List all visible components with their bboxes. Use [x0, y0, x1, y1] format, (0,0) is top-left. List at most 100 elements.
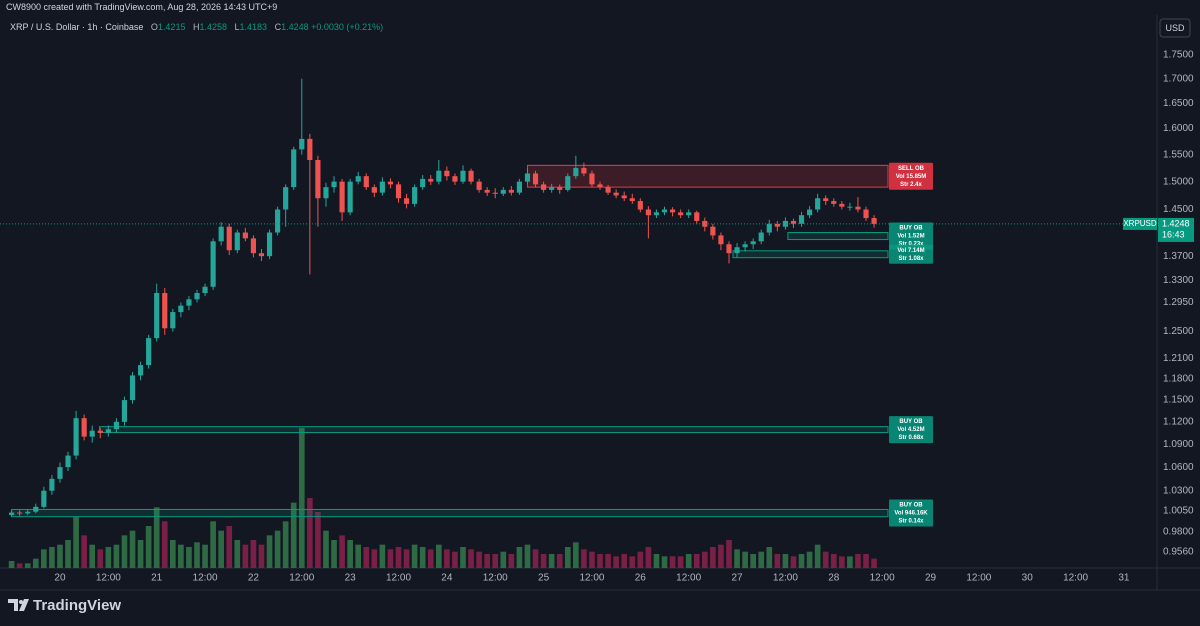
candle-body [774, 223, 780, 227]
volume-bar [855, 554, 861, 568]
candle-body [847, 206, 853, 208]
volume-bar [500, 551, 507, 568]
volume-bar [653, 554, 660, 568]
candle-body [218, 226, 224, 242]
candle-body [339, 181, 345, 213]
candle-body [581, 168, 587, 174]
order-block-label: BUY OB [899, 503, 923, 509]
volume-bar [41, 549, 47, 568]
candle-body [33, 506, 39, 512]
y-tick-label: 1.1500 [1163, 395, 1194, 406]
x-tick-label: 22 [248, 573, 260, 584]
volume-bar [73, 516, 79, 568]
order-block-label: BUY OB [899, 419, 923, 425]
candle-body [137, 365, 144, 376]
x-tick-label: 25 [538, 573, 550, 584]
volume-bar [589, 551, 595, 568]
candle-body [871, 218, 877, 224]
candle-body [758, 232, 764, 242]
x-tick-label: 21 [151, 573, 163, 584]
x-tick-label: 31 [1118, 573, 1130, 584]
candle-body [541, 184, 547, 190]
volume-bar [194, 542, 200, 568]
candle-body [194, 292, 200, 300]
candle-body [57, 467, 63, 479]
candle-body [210, 241, 216, 287]
logo-icon [8, 599, 29, 611]
y-tick-label: 1.0300 [1163, 485, 1194, 496]
volume-bar [331, 540, 337, 568]
volume-bar [460, 547, 466, 568]
volume-bar [444, 549, 450, 568]
volume-bar [395, 547, 402, 568]
volume-bar [298, 428, 305, 568]
candle-body [686, 212, 692, 216]
candle-body [468, 170, 474, 182]
y-tick-label: 0.9560 [1163, 547, 1194, 558]
volume-bar [266, 535, 273, 568]
volume-bar [274, 530, 281, 568]
volume-bar [508, 554, 515, 568]
volume-bar [701, 551, 708, 568]
price-tag-box [1158, 217, 1194, 242]
x-tick-label: 12:00 [386, 573, 411, 584]
candle-body [613, 192, 619, 196]
volume-bar [315, 512, 321, 568]
candle-body [798, 215, 805, 224]
y-tick-label: 1.1800 [1163, 374, 1194, 385]
volume-bar [307, 498, 313, 568]
candle-body [73, 418, 79, 456]
volume-bar [806, 551, 813, 568]
candle-body [17, 512, 23, 514]
candle-body [573, 168, 579, 177]
order-block-label-box [889, 499, 933, 527]
candle-body [742, 244, 748, 248]
order-block-zone [787, 232, 889, 241]
volume-bar [24, 563, 31, 568]
order-block-label: Str 0.68x [898, 435, 924, 441]
legend-low: 1.4183 [239, 22, 268, 32]
candle-body [460, 170, 466, 182]
candle-body [178, 305, 184, 313]
candle-body [291, 149, 297, 188]
candle-body [516, 181, 522, 193]
candle-body [645, 209, 651, 216]
x-tick-label: 20 [54, 573, 66, 584]
y-tick-label: 1.3300 [1163, 275, 1194, 286]
candle-body [678, 212, 684, 216]
candle-body [315, 160, 321, 199]
order-block-label-box [889, 244, 933, 264]
candle-body [89, 430, 95, 437]
candle-body [266, 232, 273, 257]
legend-o-label: O [150, 22, 158, 32]
x-tick-label: 23 [345, 573, 357, 584]
candle-body [790, 220, 797, 224]
candle-body [347, 181, 353, 213]
volume-bar [218, 530, 225, 568]
x-tick-label: 12:00 [96, 573, 121, 584]
x-tick-label: 12:00 [773, 573, 798, 584]
plot-area [8, 78, 889, 568]
candle-body [669, 209, 676, 213]
candle-body [371, 187, 377, 193]
volume-bar [839, 556, 845, 568]
candle-body [589, 173, 595, 185]
candle-body [186, 299, 192, 306]
logo-text: TradingView [33, 597, 121, 614]
volume-bar [202, 544, 208, 568]
volume-bar [178, 544, 184, 568]
y-tick-label: 1.7000 [1163, 73, 1194, 84]
y-tick-label: 1.4500 [1163, 204, 1194, 215]
volume-bar [766, 547, 773, 568]
volume-bar [81, 535, 87, 568]
volume-bar [49, 547, 55, 568]
candle-body [387, 181, 394, 185]
volume-bar [32, 558, 39, 568]
currency-button[interactable] [1159, 18, 1191, 38]
volume-bar [718, 544, 724, 568]
candle-body [750, 241, 756, 245]
watermark: CW8900 created with TradingView.com, Aug… [6, 2, 278, 12]
legend-high: 1.4258 [199, 22, 227, 32]
